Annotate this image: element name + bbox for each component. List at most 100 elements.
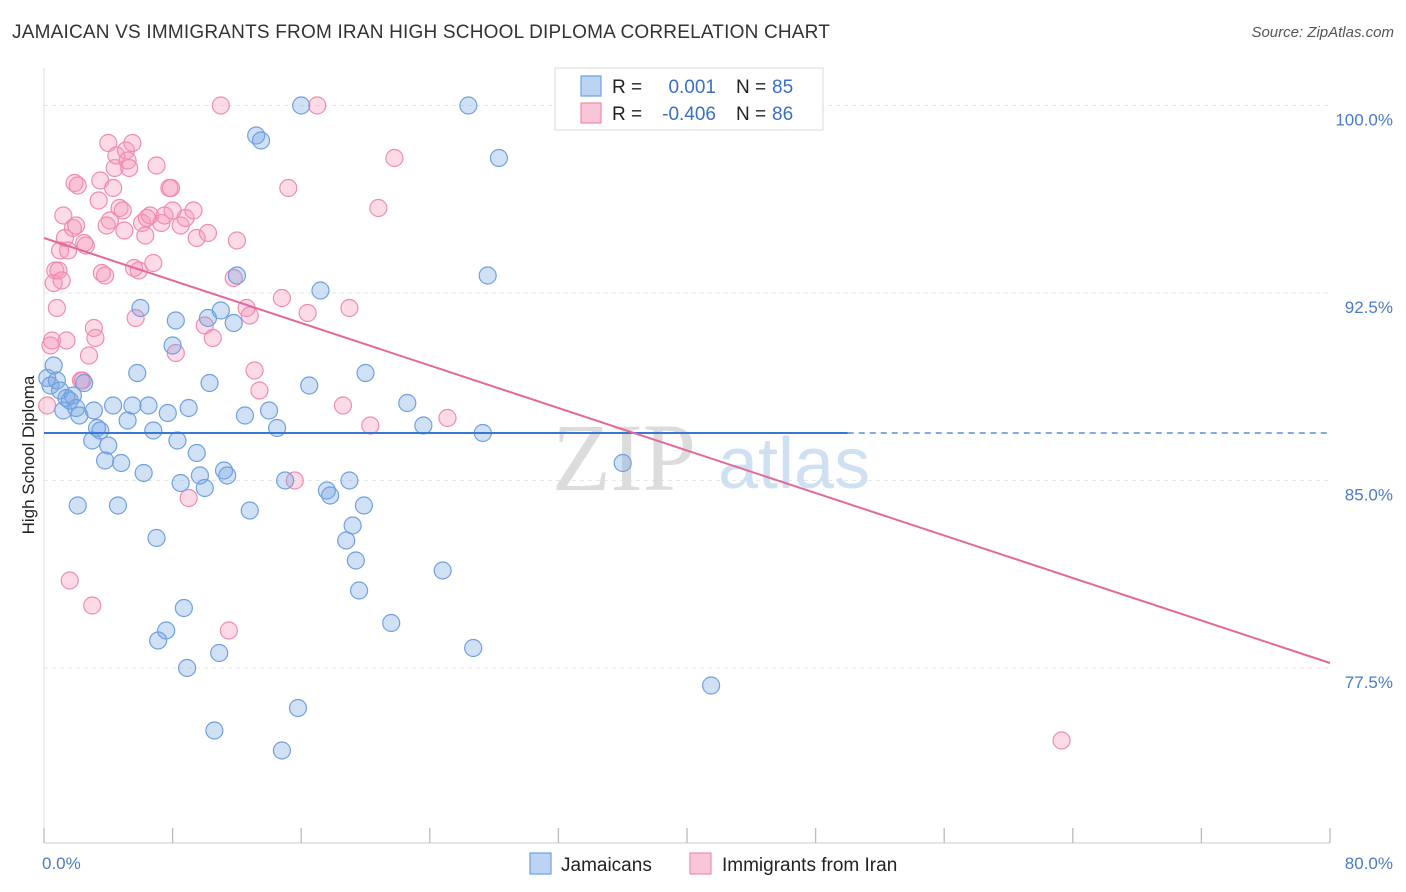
jamaican-point [227, 266, 246, 285]
watermark-zip: ZIP [552, 404, 696, 511]
iran-point [369, 198, 388, 218]
jamaican-point [478, 266, 497, 285]
jamaican-point [131, 298, 150, 318]
jamaican-point [235, 406, 255, 425]
iran-point [184, 201, 203, 220]
iran-point [95, 266, 115, 285]
jamaican-point [75, 373, 94, 393]
jamaican-point [47, 371, 66, 390]
iran-point [104, 178, 123, 198]
stats-n-value: 86 [772, 104, 793, 125]
iran-point [137, 208, 156, 228]
x-tick-label: 0.0% [42, 854, 81, 873]
iran-point [110, 198, 129, 218]
jamaican-point [356, 363, 375, 383]
x-tick-labels: 0.0% 80.0% [42, 854, 1393, 873]
y-tick-label: 100.0% [1335, 111, 1393, 130]
iran-point [54, 206, 73, 225]
iran-point [118, 151, 137, 170]
jamaican-point [205, 721, 224, 740]
iran-point [385, 148, 404, 168]
jamaican-point [247, 126, 266, 145]
jamaican-point [99, 436, 118, 455]
iran-point [203, 328, 222, 348]
iran-point [42, 331, 62, 350]
iran-point [285, 471, 304, 490]
jamaican-point [44, 356, 63, 375]
jamaican-point [177, 658, 197, 678]
jamaican-point [288, 698, 308, 718]
iran-point [59, 241, 78, 260]
jamaican-point [300, 376, 319, 395]
jamaican-point [95, 451, 115, 470]
jamaican-point [343, 516, 362, 535]
jamaican-point [200, 373, 219, 393]
y-tick-labels: 100.0% 92.5% 85.0% 77.5% [1335, 111, 1393, 693]
stats-legend: R = 0.001 N = 85 R = -0.406 N = 86 [554, 67, 824, 131]
iran-point [129, 261, 148, 280]
jamaican-point [354, 496, 373, 515]
legend-label-iran: Immigrants from Iran [722, 855, 897, 876]
iran-point [144, 253, 163, 273]
jamaican-point [346, 551, 365, 570]
iran-point [438, 408, 457, 428]
iran-point [92, 263, 111, 283]
stats-r-label: R = [612, 77, 642, 98]
iran-point [65, 173, 84, 193]
jamaican-point [60, 391, 79, 410]
jamaican-point [108, 496, 128, 515]
jamaican-point [382, 613, 401, 633]
jamaican-point [398, 393, 417, 413]
iran-point [115, 221, 134, 240]
jamaican-point [144, 421, 163, 440]
series-immigrants-from-iran [38, 96, 1071, 750]
jamaican-point [337, 531, 356, 550]
iran-point [60, 571, 79, 590]
iran-point [38, 396, 57, 415]
jamaican-point [91, 421, 110, 440]
jamaican-point [104, 396, 123, 415]
jamaican-point [251, 131, 271, 150]
iran-point [123, 133, 142, 153]
jamaican-point [123, 396, 142, 415]
legend-swatch-jamaicans [529, 852, 552, 875]
iran-point [227, 231, 246, 250]
jamaican-point [163, 336, 182, 355]
jamaican-point [158, 403, 177, 423]
jamaican-point [340, 471, 359, 490]
iran-point [361, 416, 380, 435]
stats-swatch-blue [580, 75, 602, 97]
jamaican-point [464, 638, 483, 658]
jamaican-point [349, 581, 369, 600]
iran-point [100, 211, 120, 230]
watermark-atlas: atlas [718, 424, 870, 504]
iran-point [224, 268, 243, 288]
iran-point [126, 308, 145, 328]
stats-n-label: N = [736, 77, 766, 98]
axes [43, 68, 1331, 844]
iran-point [113, 201, 132, 220]
jamaican-point [414, 416, 433, 435]
jamaican-point [147, 528, 166, 548]
iran-point [79, 346, 99, 365]
stats-r-value: 0.001 [668, 77, 716, 98]
iran-point [89, 191, 108, 210]
iran-point [161, 178, 181, 198]
iran-point [97, 216, 116, 235]
jamaican-point [613, 453, 632, 473]
jamaican-point [211, 301, 230, 320]
iran-point [52, 271, 71, 290]
jamaican-point [489, 148, 509, 168]
jamaican-point [292, 96, 311, 115]
jamaican-point [224, 313, 243, 333]
jamaican-point [157, 621, 176, 640]
iran-point [187, 228, 206, 248]
iran-point [198, 223, 218, 243]
iran-point [120, 158, 139, 178]
jamaican-point [259, 401, 279, 420]
iran-point [57, 331, 76, 350]
iran-point [272, 288, 292, 308]
iran-point [147, 156, 166, 175]
jamaican-point [276, 471, 295, 490]
jamaican-point [68, 496, 87, 515]
